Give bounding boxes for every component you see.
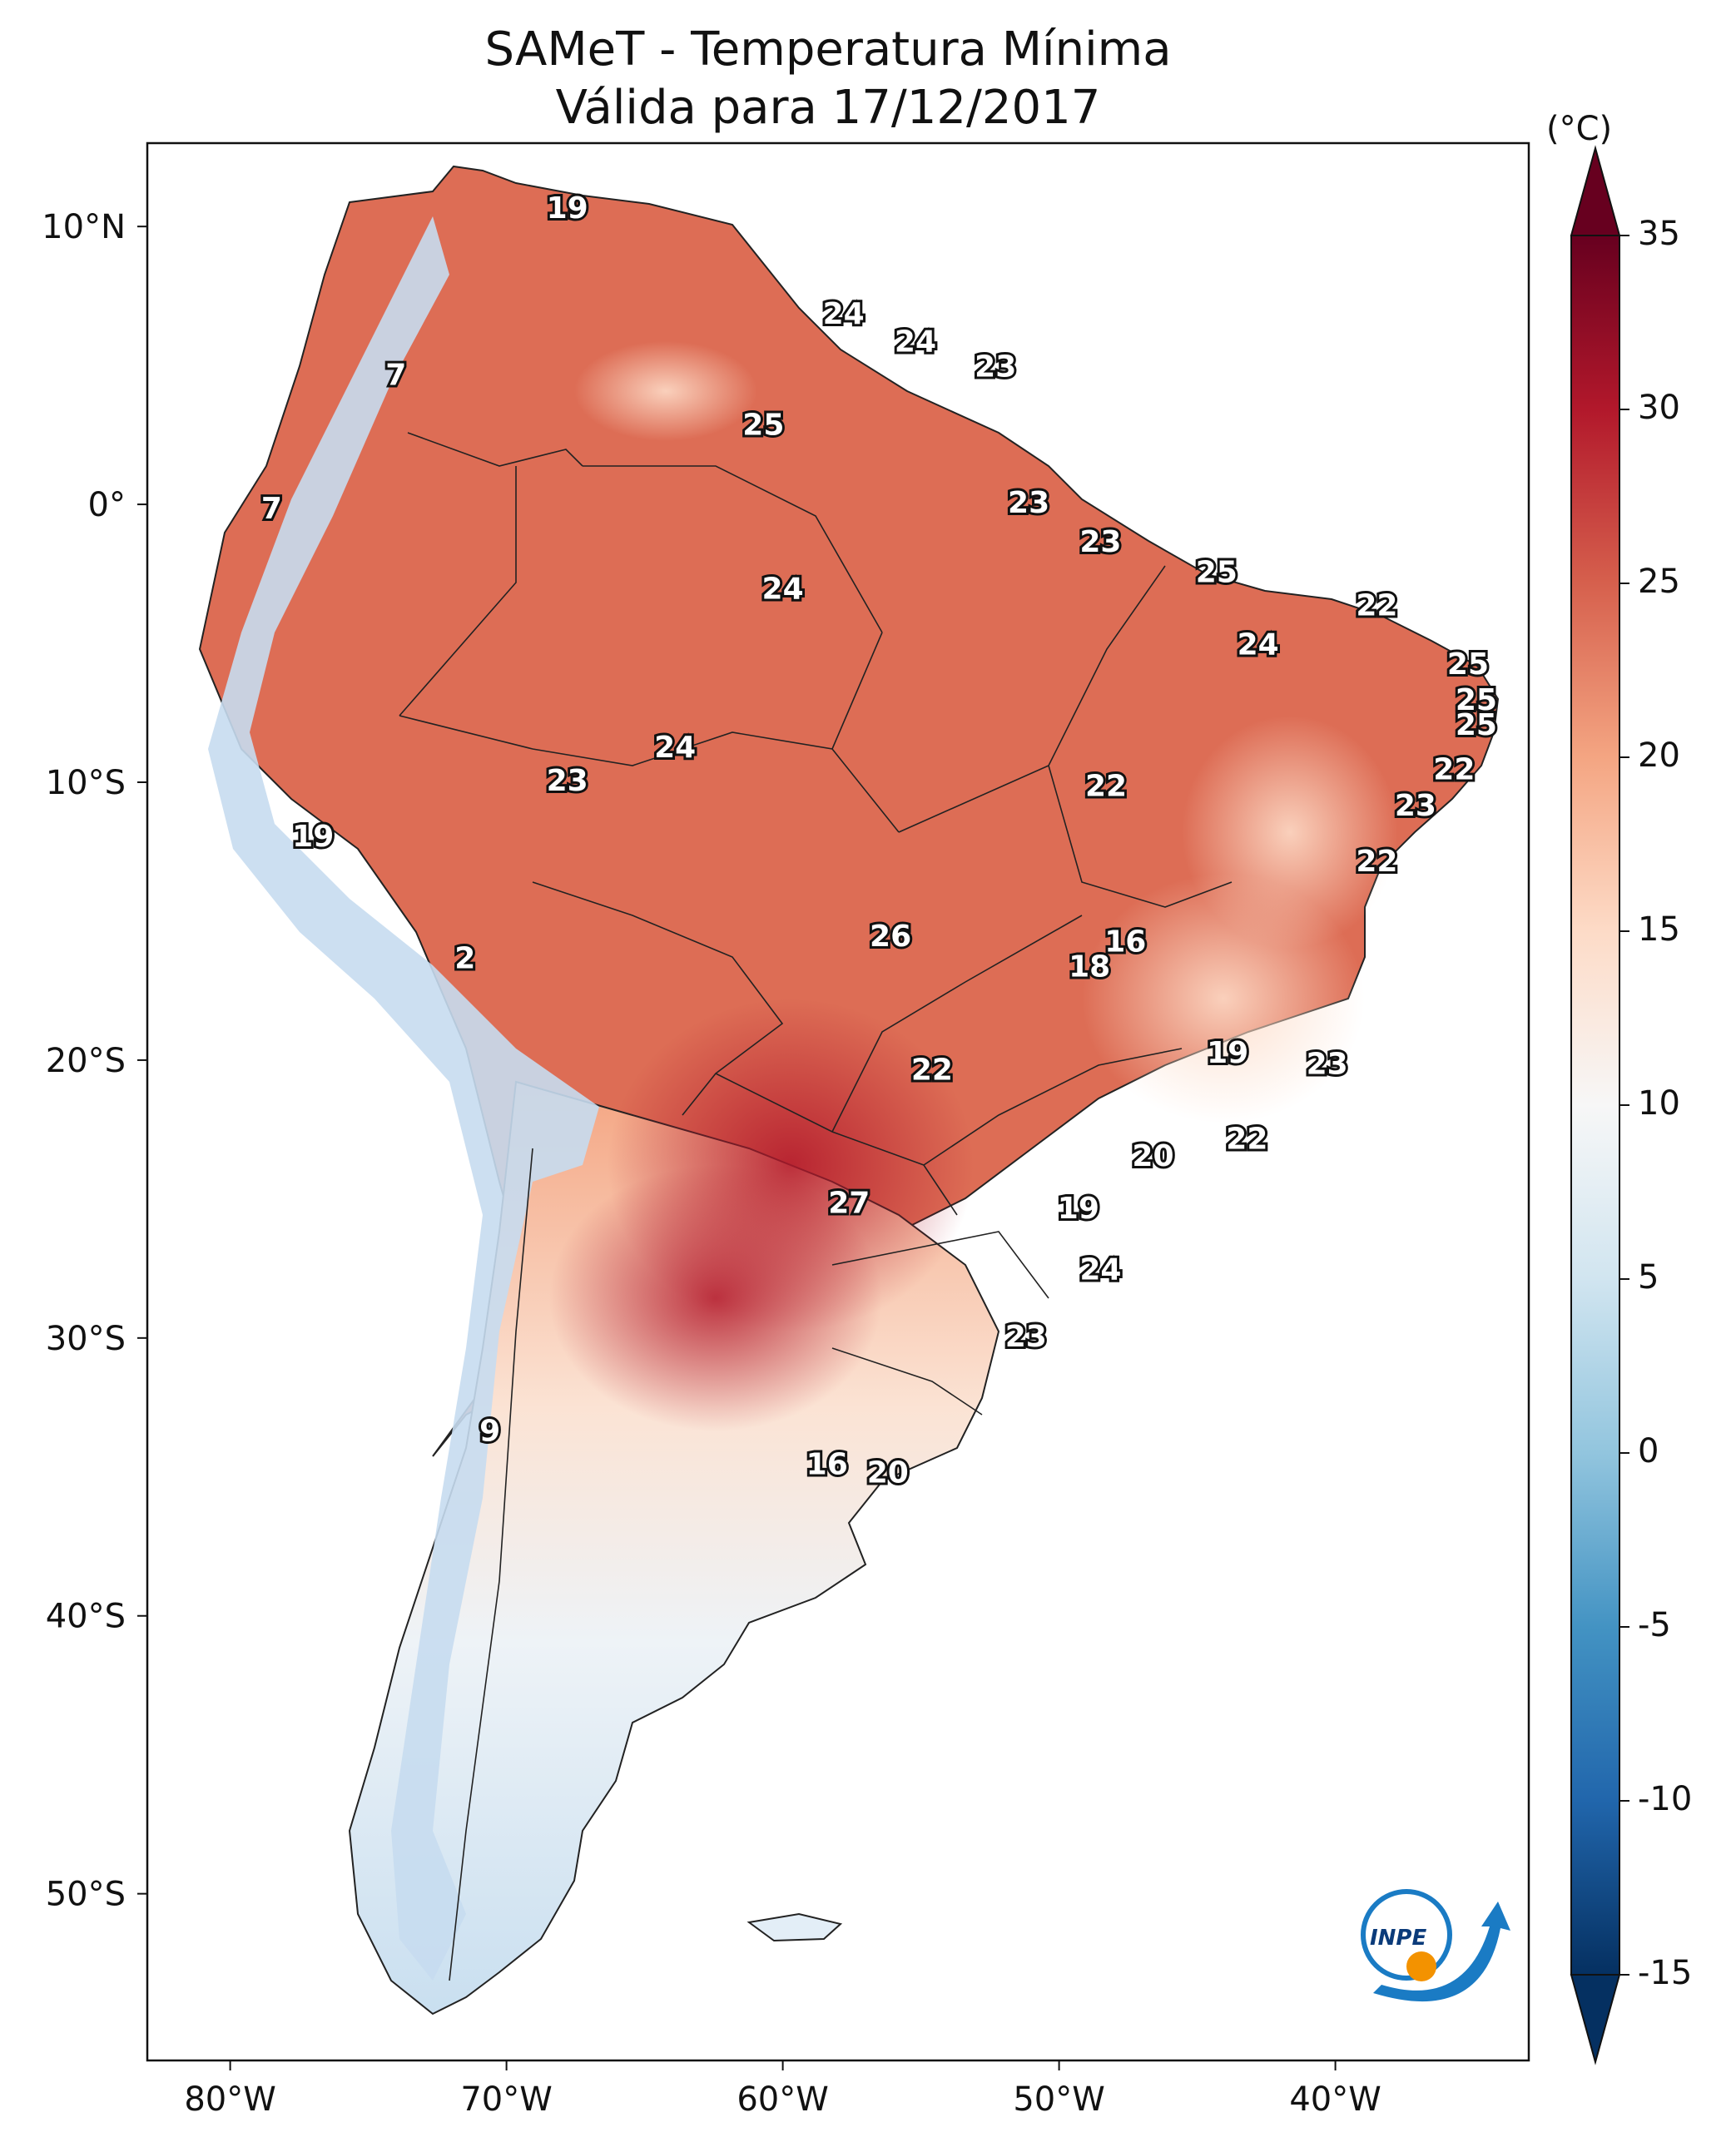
- station-temperature-label: 24: [895, 325, 936, 359]
- inpe-logo-arrow: [1373, 1902, 1510, 2002]
- station-temperature-label: 25: [1196, 556, 1238, 590]
- latitude-tick-label: 10°N: [42, 208, 126, 246]
- falkland-islands: [746, 1912, 843, 1942]
- station-temperature-label: 24: [1238, 627, 1279, 662]
- country-borders: [399, 432, 1233, 1981]
- station-temperature-label: 16: [806, 1447, 848, 1481]
- station-temperature-label: 19: [292, 820, 334, 854]
- inpe-logo-orange-dot: [1406, 1951, 1436, 1981]
- colorbar-ticks: 35 30 25 20 15 10 5 0 -5 -10 -15: [1619, 215, 1692, 1992]
- station-temperature-label: 25: [1456, 683, 1497, 717]
- station-temperature-label: 20: [1132, 1139, 1173, 1173]
- longitude-tick-label: 80°W: [184, 2080, 275, 2119]
- colorbar-tick-label: 10: [1638, 1084, 1680, 1123]
- colorbar-gradient: [1570, 235, 1620, 1976]
- map-frame-border: [146, 141, 1530, 2062]
- colorbar-tick-label: 20: [1638, 736, 1680, 775]
- station-temperature-label: 22: [1433, 753, 1475, 787]
- station-temperature-label: 24: [823, 297, 865, 331]
- latitude-axis: 10°N 0° 10°S 20°S 30°S 40°S 50°S: [42, 208, 147, 1914]
- station-temperature-label: 22: [1356, 589, 1397, 623]
- inpe-logo: INPE: [1361, 1889, 1510, 2002]
- station-temperature-label: 22: [911, 1053, 953, 1087]
- station-temperature-label: 25: [742, 409, 784, 443]
- inpe-logo-text: INPE: [1370, 1926, 1426, 1951]
- longitude-tick-label: 60°W: [737, 2080, 828, 2119]
- map-title-line-1: SAMeT - Temperatura Mínima: [484, 22, 1171, 77]
- station-temperature-label: 23: [1307, 1048, 1348, 1082]
- station-temperature-label: 22: [1356, 845, 1397, 879]
- cool-patch-guiana: [574, 341, 757, 441]
- hotspot-gran-chaco-south: [549, 1165, 882, 1431]
- colorbar-tick-label: 25: [1638, 563, 1680, 601]
- inpe-logo-ring: [1361, 1889, 1452, 1981]
- station-temperature-label: 25: [1447, 647, 1489, 682]
- latitude-tick-label: 0°: [88, 486, 126, 524]
- colorbar-tick-label: 35: [1638, 215, 1680, 253]
- station-temperature-label: 23: [1008, 486, 1049, 520]
- station-temperature-label: 23: [1005, 1320, 1047, 1354]
- latitude-tick-label: 10°S: [46, 764, 126, 802]
- station-temperature-label: 19: [547, 191, 588, 226]
- colorbar-tick-label: 0: [1638, 1432, 1659, 1470]
- andes-cold-band: [208, 216, 599, 1981]
- station-temperature-label: 23: [547, 764, 588, 798]
- colorbar-tick-label: -15: [1638, 1954, 1692, 1992]
- colorbar-bottom-extension: [1570, 1974, 1621, 2065]
- colorbar-tick-label: -5: [1638, 1606, 1671, 1644]
- latitude-tick-label: 40°S: [46, 1598, 126, 1636]
- latitude-tick-label: 50°S: [46, 1876, 126, 1914]
- station-temperature-label: 20: [867, 1455, 909, 1490]
- map-panel: [146, 141, 1530, 2062]
- station-temperature-label: 19: [1207, 1036, 1248, 1070]
- map-title-line-2: Válida para 17/12/2017: [556, 81, 1101, 135]
- station-temperature-label: 19: [1058, 1192, 1099, 1226]
- station-temperature-label: 16: [1104, 925, 1146, 959]
- colorbar-tick-label: 15: [1638, 910, 1680, 949]
- station-temperature-label: 22: [1085, 770, 1127, 804]
- station-temperature-label: 9: [479, 1414, 500, 1448]
- station-temperature-label: 24: [762, 573, 804, 607]
- station-temperature-label: 23: [975, 350, 1016, 384]
- station-temperature-label: 18: [1069, 950, 1110, 984]
- station-temperature-label: 7: [261, 492, 282, 526]
- colorbar-top-extension: [1570, 145, 1621, 236]
- longitude-axis: 80°W 70°W 60°W 50°W 40°W: [184, 2060, 1381, 2119]
- colorbar: (°C) 35 30 25 20 15 10 5 0 -5 -10 -15: [1546, 110, 1692, 2065]
- station-temperature-label: 23: [1395, 789, 1436, 823]
- colorbar-tick-label: 5: [1638, 1258, 1659, 1297]
- longitude-tick-label: 70°W: [460, 2080, 552, 2119]
- station-temperature-label: 7: [385, 358, 406, 392]
- station-temperature-label: 25: [1456, 708, 1497, 742]
- station-temperature-label: 27: [828, 1187, 870, 1221]
- station-temperature-label: 23: [1079, 525, 1121, 559]
- station-temperature-label: 22: [1226, 1123, 1267, 1157]
- station-temperature-label: 26: [870, 920, 911, 954]
- cool-patch-bahia: [1182, 716, 1398, 949]
- station-temperature-label: 24: [654, 731, 696, 765]
- colorbar-tick-label: -10: [1638, 1780, 1692, 1818]
- station-temperature-label: 24: [1079, 1253, 1121, 1287]
- colorbar-tick-label: 30: [1638, 389, 1680, 427]
- colorbar-unit-label: (°C): [1546, 110, 1612, 148]
- longitude-tick-label: 40°W: [1289, 2080, 1381, 2119]
- latitude-tick-label: 30°S: [46, 1320, 126, 1358]
- latitude-tick-label: 20°S: [46, 1042, 126, 1080]
- station-temperature-label: 2: [454, 942, 475, 976]
- longitude-tick-label: 50°W: [1013, 2080, 1104, 2119]
